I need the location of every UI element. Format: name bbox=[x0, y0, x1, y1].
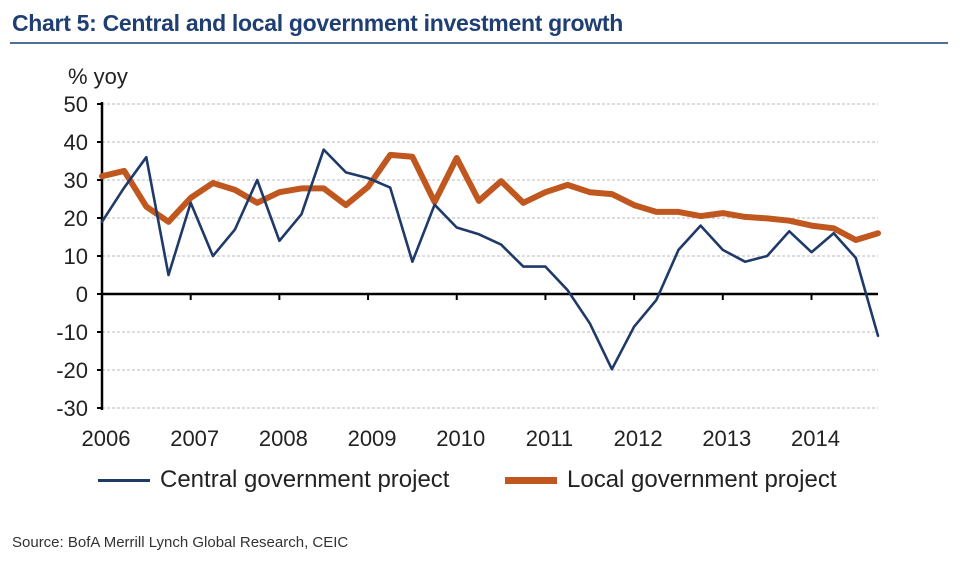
title-rule bbox=[10, 42, 948, 44]
y-tick-label: -20 bbox=[56, 358, 88, 383]
x-tick-label: 2008 bbox=[259, 426, 308, 451]
legend-item-local: Local government project bbox=[505, 466, 836, 494]
legend-swatch-central bbox=[98, 478, 150, 482]
legend-label-central: Central government project bbox=[160, 466, 450, 493]
legend-swatch-local bbox=[505, 476, 557, 484]
y-tick-label: -30 bbox=[56, 396, 88, 421]
x-tick-label: 2007 bbox=[170, 426, 219, 451]
y-tick-label: 40 bbox=[64, 130, 88, 155]
chart-title: Chart 5: Central and local government in… bbox=[12, 10, 623, 36]
x-tick-label: 2013 bbox=[702, 426, 751, 451]
x-tick-label: 2006 bbox=[82, 426, 131, 451]
y-tick-label: 30 bbox=[64, 168, 88, 193]
y-tick-label: 20 bbox=[64, 206, 88, 231]
y-tick-label: 0 bbox=[76, 282, 88, 307]
series-line-central bbox=[100, 148, 880, 371]
series-line-local bbox=[99, 151, 881, 243]
x-tick-label: 2010 bbox=[436, 426, 485, 451]
x-tick-label: 2011 bbox=[526, 426, 573, 451]
y-axis-label: % yoy bbox=[68, 64, 128, 89]
legend-label-local: Local government project bbox=[567, 466, 837, 493]
legend-item-central: Central government project bbox=[98, 466, 449, 494]
y-tick-label: -10 bbox=[56, 320, 88, 345]
source-note: Source: BofA Merrill Lynch Global Resear… bbox=[12, 534, 349, 551]
x-tick-label: 2009 bbox=[348, 426, 397, 451]
legend: Central government project Local governm… bbox=[0, 466, 960, 496]
y-tick-label: 10 bbox=[64, 244, 88, 269]
x-tick-label: 2012 bbox=[614, 426, 663, 451]
y-tick-label: 50 bbox=[64, 92, 88, 117]
x-tick-label: 2014 bbox=[791, 426, 840, 451]
